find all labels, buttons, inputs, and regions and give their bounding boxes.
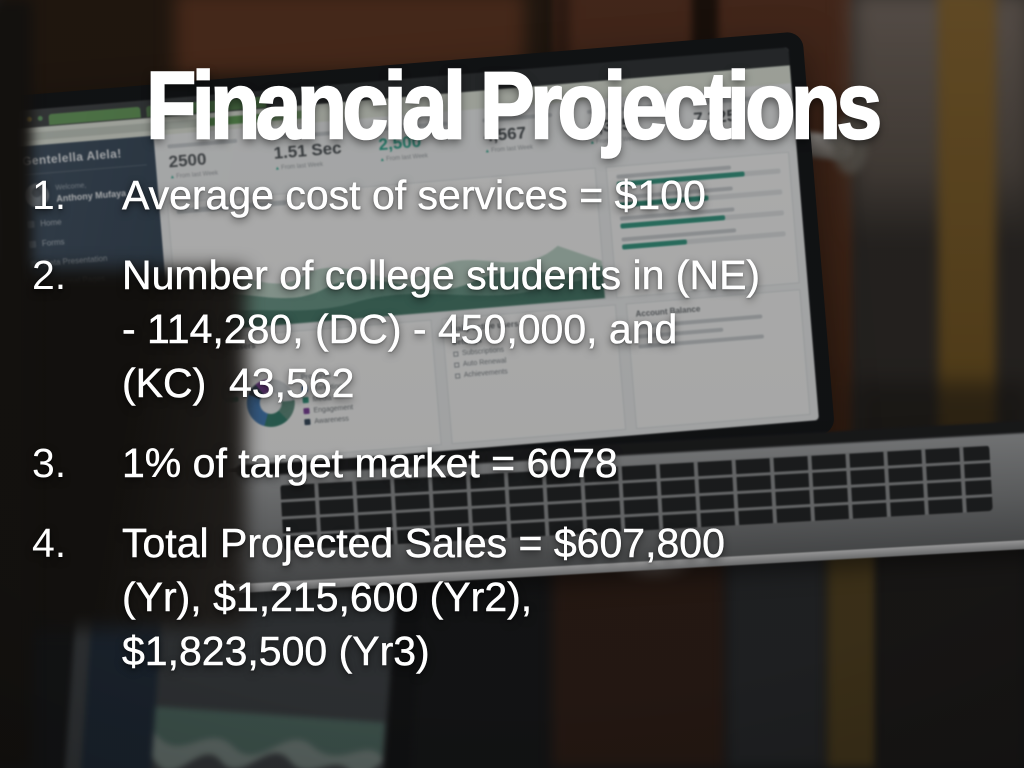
list-item-2: 2. Number of college students in (NE) - … — [32, 248, 992, 410]
foreground-left-edge — [0, 0, 32, 768]
list-item-3: 3. 1% of target market = 6078 — [32, 436, 992, 490]
list-item-1: 1. Average cost of services = $100 — [32, 168, 992, 222]
item-line: (Yr), $1,215,600 (Yr2), — [122, 574, 533, 621]
reflection-wood-strip — [827, 520, 877, 768]
foreground-blur-left — [0, 268, 246, 628]
door-handle-plate — [832, 116, 868, 174]
item-line: Number of college students in (NE) — [122, 252, 761, 299]
item-line: $1,823,500 (Yr3) — [122, 628, 430, 675]
item-number: 4. — [32, 520, 67, 566]
item-line: (KC) 43,562 — [122, 360, 355, 407]
chart-row — [166, 151, 800, 335]
item-number: 3. — [32, 440, 67, 486]
slide-list: 1. Average cost of services = $100 2. Nu… — [32, 168, 992, 704]
reflection-laptop-screen — [62, 570, 422, 768]
area-chart — [166, 167, 606, 335]
dashboard-body: Gentelella Alela! Welcome, Anthony Mufay… — [11, 83, 819, 485]
dashboard-main: 2500From last Week 1.51 SecFrom last Wee… — [153, 83, 819, 472]
item-line: 1% of target market = 6078 — [122, 440, 618, 487]
reflection-dark-right — [877, 520, 1024, 768]
laptop-screen: Gentelella Alela! Welcome, Anthony Mufay… — [0, 31, 836, 501]
item-line: Average cost of services = $100 — [122, 172, 706, 219]
area-chart-waves — [174, 246, 605, 334]
slide-title: Financial Projections — [145, 52, 883, 161]
item-number: 1. — [32, 172, 67, 218]
item-line: - 114,280, (DC) - 450,000, and — [122, 306, 678, 353]
item-number: 2. — [32, 252, 67, 298]
list-item-4: 4. Total Projected Sales = $607,800 (Yr)… — [32, 516, 992, 678]
reflection-chart-waves — [152, 706, 385, 768]
item-line: Total Projected Sales = $607,800 — [122, 520, 725, 567]
dashboard-screen: Gentelella Alela! Welcome, Anthony Mufay… — [8, 47, 819, 485]
